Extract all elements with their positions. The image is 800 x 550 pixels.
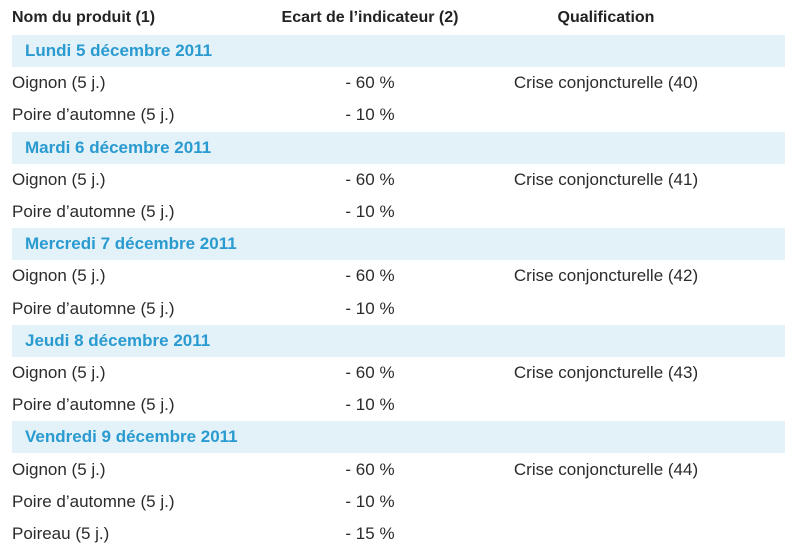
section-row: Mardi 6 décembre 2011 [12, 131, 785, 164]
data-row: Poire d’automne (5 j.) - 10 % [0, 486, 800, 518]
product-cell: Oignon (5 j.) [12, 73, 106, 93]
data-row: Poire d’automne (5 j.) - 10 % [0, 196, 800, 228]
qualification-cell: Crise conjoncturelle (43) [513, 363, 699, 382]
gap-cell: - 60 % [345, 169, 395, 189]
section-title: Jeudi 8 décembre 2011 [25, 330, 211, 350]
section-title: Mardi 6 décembre 2011 [25, 137, 212, 157]
product-cell: Poire d’automne (5 j.) [12, 105, 175, 125]
section-row: Vendredi 9 décembre 2011 [12, 421, 785, 454]
product-cell: Poire d’automne (5 j.) [12, 395, 175, 415]
product-cell: Poire d’automne (5 j.) [12, 491, 175, 511]
qualification-cell: Crise conjoncturelle (44) [513, 459, 699, 479]
gap-cell: - 10 % [345, 491, 395, 511]
gap-cell: - 10 % [345, 105, 395, 125]
data-row: Poire d’automne (5 j.) - 10 % [0, 293, 800, 325]
product-cell: Poire d’automne (5 j.) [12, 202, 175, 221]
section-title: Lundi 5 décembre 2011 [25, 41, 213, 60]
qualification-cell: Crise conjoncturelle (40) [513, 73, 699, 93]
gap-cell: - 60 % [345, 73, 395, 93]
data-row: Oignon (5 j.) - 60 % Crise conjoncturelle … [0, 357, 800, 389]
gap-cell: - 60 % [345, 363, 395, 382]
qualification-cell: Crise conjoncturelle (41) [513, 169, 699, 189]
section-row: Mercredi 7 décembre 2011 [12, 228, 785, 261]
header-cell: Ecart de l’indicateur (2) [281, 8, 459, 26]
section-row: Jeudi 8 décembre 2011 [12, 324, 785, 357]
section-title: Vendredi 9 décembre 2011 [25, 427, 238, 447]
product-cell: Oignon (5 j.) [12, 169, 106, 189]
gap-cell: - 60 % [345, 459, 395, 479]
product-cell: Poireau (5 j.) [12, 524, 110, 543]
data-row: Poireau (5 j.) - 15 % [0, 518, 800, 550]
product-cell: Oignon (5 j.) [12, 459, 106, 479]
gap-cell: - 60 % [345, 266, 395, 286]
data-row: Poire d’automne (5 j.) - 10 % [0, 389, 800, 421]
product-cell: Oignon (5 j.) [12, 363, 106, 382]
header-cell: Qualification [557, 8, 655, 26]
data-row: Oignon (5 j.) - 60 % Crise conjoncturelle … [0, 164, 800, 196]
product-cell: Poire d’automne (5 j.) [12, 298, 175, 318]
data-row: Oignon (5 j.) - 60 % Crise conjoncturelle … [0, 67, 800, 99]
product-cell: Oignon (5 j.) [12, 266, 106, 286]
gap-cell: - 10 % [345, 202, 395, 221]
data-row: Oignon (5 j.) - 60 % Crise conjoncturelle … [0, 454, 800, 486]
qualification-cell: Crise conjoncturelle (42) [513, 266, 699, 286]
data-row: Oignon (5 j.) - 60 % Crise conjoncturelle … [0, 260, 800, 292]
section-row: Lundi 5 décembre 2011 [12, 35, 785, 67]
header-cell: Nom du produit (1) [12, 8, 156, 26]
gap-cell: - 15 % [345, 524, 395, 543]
header-row: Nom du produit (1) Ecart de l’indicateur… [0, 0, 800, 35]
gap-cell: - 10 % [345, 298, 395, 318]
section-title: Mercredi 7 décembre 2011 [25, 234, 237, 254]
gap-cell: - 10 % [345, 395, 395, 415]
data-row: Poire d’automne (5 j.) - 10 % [0, 99, 800, 131]
